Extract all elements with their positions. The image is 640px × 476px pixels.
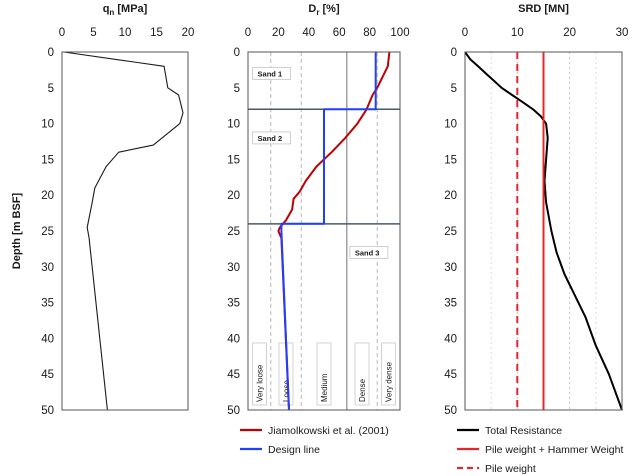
y-tick-label: 30 <box>41 262 54 274</box>
panel-qn: qn [MPa] 0 5 10 15 20 0 5 10 15 20 25 30 35 40 45 50 Dept… <box>11 3 194 417</box>
y-tick-label: 5 <box>451 83 457 95</box>
panel-srd: SRD [MN] 0 10 20 30 0 5 10 15 20 25 30 35 40 45 50 Total… <box>444 3 628 475</box>
y-tick-label: 35 <box>444 298 457 310</box>
y-tick-label: 25 <box>41 226 54 238</box>
y-tick-label: 10 <box>227 119 240 131</box>
plot-frame <box>61 51 189 411</box>
y-tick-label: 10 <box>41 119 54 131</box>
legend-label: Jiamolkowski et al. (2001) <box>268 425 389 437</box>
x-tick-label: 15 <box>150 27 163 39</box>
y-tick-label: 45 <box>444 369 457 381</box>
panel-title: SRD [MN] <box>518 3 569 15</box>
y-tick-label: 20 <box>41 190 54 202</box>
zone-label: Medium <box>320 373 329 402</box>
legend-label: Pile weight <box>485 463 536 475</box>
layer-label-box <box>349 246 389 259</box>
legend-label: Design line <box>268 444 320 456</box>
panel-title-sub: r <box>316 8 319 17</box>
x-tick-label: 60 <box>333 27 346 39</box>
y-tick-label: 5 <box>234 83 240 95</box>
x-tick-label: 0 <box>245 27 251 39</box>
panel-title-main: q <box>103 3 110 15</box>
x-tick-label: 20 <box>272 27 285 39</box>
x-tick-label: 0 <box>59 27 65 39</box>
y-tick-label: 25 <box>227 226 240 238</box>
panel-title: Dr [%] <box>308 3 340 17</box>
series-line <box>63 51 184 411</box>
layer-label-box <box>252 131 291 145</box>
x-tick-label: 20 <box>182 27 195 39</box>
y-tick-label: 25 <box>444 226 457 238</box>
series-total-resistance <box>464 51 623 411</box>
y-tick-label: 15 <box>444 154 457 166</box>
y-tick-label: 30 <box>227 262 240 274</box>
layer-label: Sand 2 <box>258 134 283 143</box>
zone-label-box <box>381 342 397 406</box>
zone-label-box <box>354 342 370 406</box>
x-tick-label: 5 <box>90 27 96 39</box>
y-tick-label: 40 <box>444 333 457 345</box>
y-tick-label: 30 <box>444 262 457 274</box>
y-tick-label: 0 <box>48 47 54 59</box>
zone-label: Loose <box>282 380 291 402</box>
x-tick-label: 20 <box>563 27 576 39</box>
y-tick-label: 50 <box>227 405 240 417</box>
x-tick-label: 40 <box>302 27 315 39</box>
y-tick-label: 15 <box>227 154 240 166</box>
layer-label: Sand 3 <box>355 248 380 257</box>
y-tick-label: 15 <box>41 154 54 166</box>
panel-title: qn [MPa] <box>103 3 148 17</box>
y-tick-label: 0 <box>234 47 240 59</box>
y-tick-label: 50 <box>41 405 54 417</box>
x-tick-label: 10 <box>119 27 132 39</box>
zone-label: Very loose <box>255 364 264 402</box>
series-jiamolkowski-et-al-2001 <box>277 51 391 411</box>
panel-title-unit: [MPa] <box>114 3 147 15</box>
x-tick-label: 100 <box>390 27 409 39</box>
zone-label-box <box>251 342 267 406</box>
x-tick-label: 30 <box>616 27 629 39</box>
y-tick-label: 20 <box>444 190 457 202</box>
x-tick-label: 80 <box>363 27 376 39</box>
y-tick-label: 50 <box>444 405 457 417</box>
x-tick-label: 0 <box>462 27 468 39</box>
y-axis-label: Depth [m BSF] <box>11 192 23 269</box>
panel-title-sub: n <box>109 8 114 17</box>
zone-label: Dense <box>358 378 367 402</box>
y-tick-label: 40 <box>41 333 54 345</box>
panel-title-main: D <box>308 3 316 15</box>
zone-label-box <box>316 342 332 406</box>
y-tick-label: 40 <box>227 333 240 345</box>
legend-label: Pile weight + Hammer Weight <box>485 444 623 456</box>
y-tick-label: 35 <box>227 298 240 310</box>
panel-title-unit: [%] <box>319 3 340 15</box>
plot-frame <box>464 51 623 411</box>
layer-label: Sand 1 <box>258 69 283 78</box>
y-tick-label: 10 <box>444 119 457 131</box>
zone-label: Very dense <box>385 361 394 402</box>
panel-title-main: SRD [MN] <box>518 3 569 15</box>
series-design-line <box>280 52 377 411</box>
plot-frame <box>247 51 401 411</box>
panel-dr: Dr [%] 0 20 40 60 80 100 0 5 10 15 20 25 30 35 40 45 50 Sa… <box>227 3 409 456</box>
y-tick-label: 45 <box>41 369 54 381</box>
x-tick-label: 10 <box>511 27 524 39</box>
y-tick-label: 20 <box>227 190 240 202</box>
layer-label-box <box>252 67 291 80</box>
legend-label: Total Resistance <box>485 425 562 437</box>
y-tick-label: 0 <box>451 47 457 59</box>
y-tick-label: 35 <box>41 298 54 310</box>
y-tick-label: 5 <box>48 83 54 95</box>
y-tick-label: 45 <box>227 369 240 381</box>
